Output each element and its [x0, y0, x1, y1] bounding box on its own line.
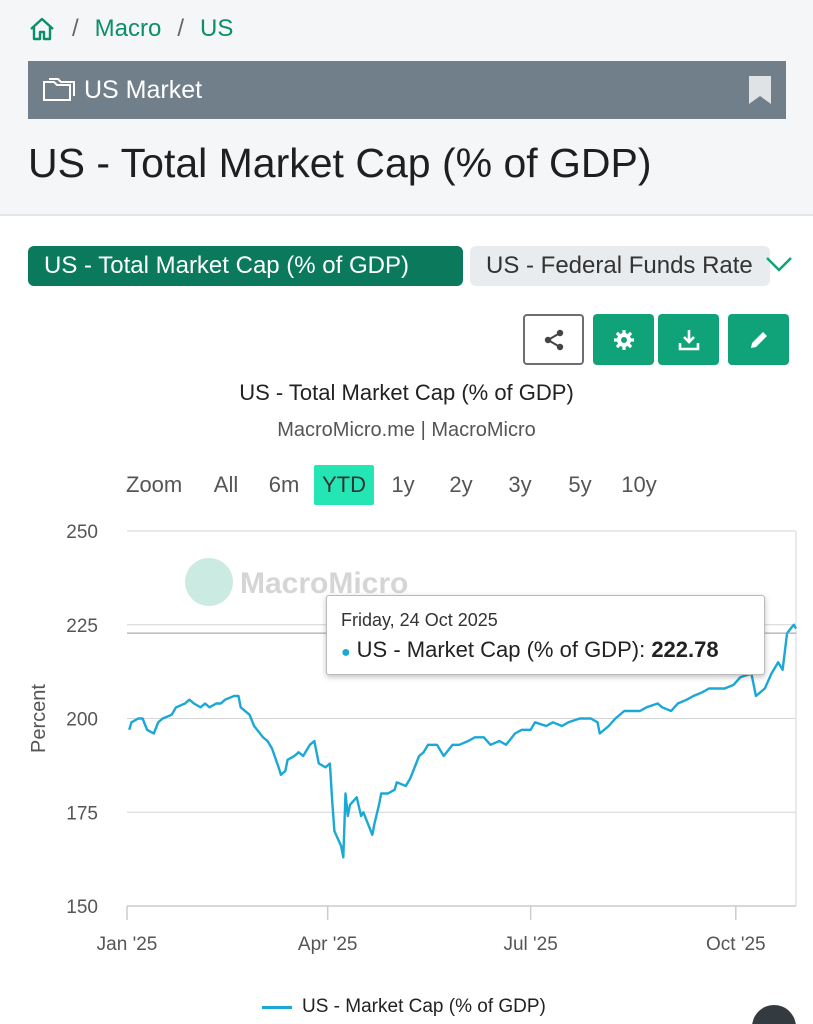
watermark-text: MacroMicro — [240, 567, 408, 600]
tooltip-row: ● US - Market Cap (% of GDP): 222.78 — [341, 637, 750, 663]
home-icon[interactable] — [28, 15, 56, 43]
share-icon — [544, 329, 563, 350]
zoom-ytd[interactable]: YTD — [314, 465, 374, 505]
category-label: US Market — [84, 75, 203, 104]
share-button[interactable] — [523, 314, 584, 365]
chart-tooltip: Friday, 24 Oct 2025 ● US - Market Cap (% … — [326, 595, 765, 675]
pencil-icon — [750, 331, 767, 348]
page-title: US - Total Market Cap (% of GDP) — [28, 140, 652, 186]
zoom-10y[interactable]: 10y — [621, 472, 657, 497]
breadcrumb-item-macro[interactable]: Macro — [94, 15, 162, 42]
zoom-1y[interactable]: 1y — [391, 472, 415, 497]
breadcrumb-separator: / — [72, 15, 79, 42]
zoom-3y[interactable]: 3y — [508, 472, 532, 497]
breadcrumb-item-us[interactable]: US — [200, 15, 234, 42]
x-tick-label: Jan '25 — [97, 934, 158, 955]
x-tick-label: Oct '25 — [706, 934, 766, 955]
download-icon — [678, 329, 699, 350]
tab-market-cap[interactable]: US - Total Market Cap (% of GDP) — [28, 246, 463, 286]
zoom-label: Zoom — [126, 472, 183, 497]
scroll-button[interactable] — [752, 1005, 796, 1024]
gear-icon — [613, 329, 634, 350]
zoom-6m[interactable]: 6m — [268, 472, 300, 497]
tooltip-series: US - Market Cap (% of GDP): — [356, 637, 646, 662]
x-tick-label: Apr '25 — [298, 934, 358, 955]
breadcrumb-separator: / — [177, 15, 185, 42]
bookmark-icon[interactable] — [748, 75, 772, 105]
zoom-2y[interactable]: 2y — [449, 472, 473, 497]
y-axis-title: Percent — [28, 684, 50, 753]
y-tick-label: 175 — [66, 803, 98, 824]
chevron-down-icon[interactable] — [765, 254, 793, 274]
tooltip-value: 222.78 — [651, 637, 719, 662]
legend-line-icon — [262, 1005, 292, 1009]
watermark-logo-icon — [185, 558, 233, 606]
y-tick-label: 225 — [66, 616, 98, 637]
tooltip-date: Friday, 24 Oct 2025 — [341, 610, 498, 630]
series-tabs: US - Total Market Cap (% of GDP) US - Fe… — [28, 246, 798, 286]
zoom-5y[interactable]: 5y — [568, 472, 592, 497]
watermark-logo — [185, 558, 233, 606]
category-bar[interactable]: US Market — [28, 61, 786, 119]
settings-button[interactable] — [593, 314, 654, 365]
tab-federal-funds-rate[interactable]: US - Federal Funds Rate — [470, 246, 770, 286]
x-tick-label: Jul '25 — [503, 934, 557, 955]
legend-label: US - Market Cap (% of GDP) — [302, 996, 546, 1017]
folder-icon — [42, 76, 76, 104]
download-button[interactable] — [658, 314, 719, 365]
chart-plot[interactable]: MacroMicro 150 175 200 225 250 Jan '25 Apr '25 J… — [0, 510, 813, 980]
y-tick-label: 250 — [66, 522, 98, 543]
y-tick-label: 150 — [66, 897, 98, 918]
series-dot-icon: ● — [341, 644, 351, 661]
chart-title: US - Total Market Cap (% of GDP) — [239, 380, 574, 405]
chart-legend[interactable]: US - Market Cap (% of GDP) — [262, 994, 546, 1020]
chart-subtitle: MacroMicro.me | MacroMicro — [277, 419, 536, 441]
y-tick-label: 200 — [66, 710, 98, 731]
edit-button[interactable] — [728, 314, 789, 365]
breadcrumb: / Macro / US — [28, 12, 233, 46]
series-line — [128, 623, 798, 859]
zoom-all[interactable]: All — [213, 472, 239, 497]
page-header: / Macro / US US Market US - Total Market… — [0, 0, 813, 216]
